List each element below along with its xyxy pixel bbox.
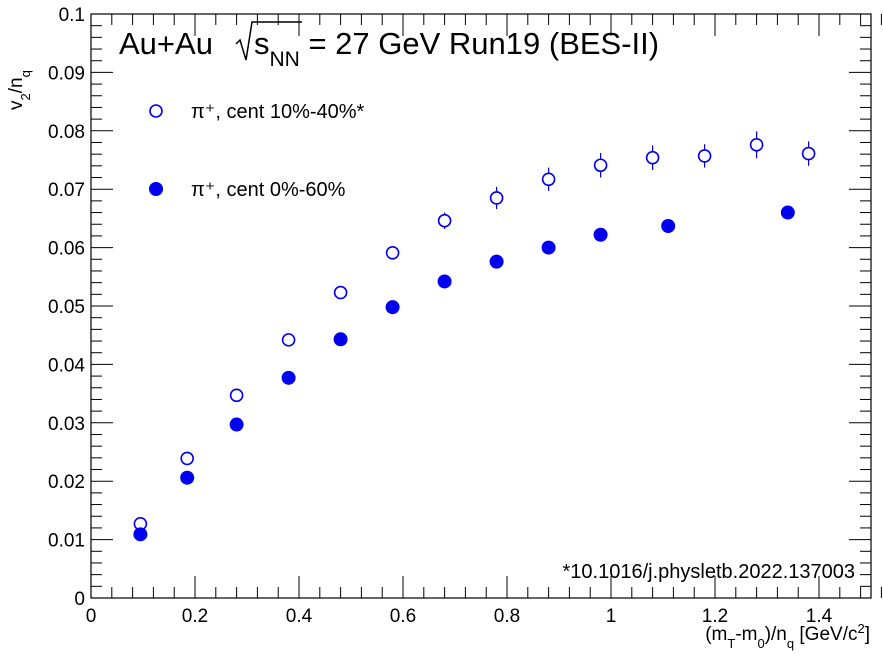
x-tick-label: 0.2	[182, 606, 208, 627]
energy-label: sNN = 27 GeV Run19 (BES-II)	[254, 26, 659, 71]
y-tick-label: 0.07	[48, 180, 85, 201]
data-point-open	[333, 285, 348, 300]
series-1	[133, 131, 816, 531]
y-tick-label: 0	[74, 589, 85, 610]
y-tick-label: 0.09	[48, 63, 85, 84]
legend-label-series-2: π⁺, cent 0%-60%	[191, 179, 346, 201]
x-tick-label: 0.4	[286, 606, 313, 627]
sqrt-radical	[235, 21, 302, 61]
y-tick-label: 0.05	[48, 297, 85, 318]
x-tick-labels: 0 0.2 0.4 0.6 0.8 1 1.2 1.4	[86, 606, 833, 627]
data-point-filled	[333, 332, 348, 347]
data-point-filled	[541, 240, 556, 255]
y-tick-label: 0.03	[48, 414, 85, 435]
system-label: Au+Au	[119, 26, 213, 61]
y-tick-label: 0.04	[48, 355, 85, 376]
y-tick-label: 0.06	[48, 239, 85, 260]
data-point-open	[281, 333, 296, 347]
data-point-filled	[385, 300, 400, 315]
data-point-filled	[180, 470, 195, 485]
x-tick-label: 1	[606, 606, 617, 627]
x-tick-label: 1.4	[806, 606, 833, 627]
data-point-open	[489, 191, 504, 205]
data-point-open	[229, 388, 244, 403]
data-point-filled	[661, 218, 676, 233]
data-point-open	[801, 146, 816, 161]
x-tick-label: 0.6	[390, 606, 416, 627]
reference-doi: *10.1016/j.physletb.2022.137003	[563, 561, 855, 583]
y-tick-label: 0.02	[48, 472, 85, 493]
data-point-open	[697, 149, 712, 163]
legend-marker-open	[149, 104, 163, 118]
x-tick-label: 0.8	[494, 606, 520, 627]
x-tick-label: 1.2	[702, 606, 728, 627]
data-point-open	[180, 451, 194, 466]
x-axis-title: (mT-m0)/nq [GeV/c2]	[705, 621, 870, 651]
y-tick-labels: 0 0.01 0.02 0.03 0.04 0.05 0.06 0.07 0.08 0.09 0.1	[48, 5, 85, 610]
data-point-open	[541, 172, 556, 187]
y-tick-label: 0.01	[48, 531, 85, 552]
data-point-open	[593, 158, 608, 173]
legend: π⁺, cent 10%-40%* π⁺, cent 0%-60%	[149, 101, 365, 201]
legend-label-series-1: π⁺, cent 10%-40%*	[191, 101, 365, 123]
data-point-open	[645, 150, 660, 165]
y-tick-label: 0.1	[59, 5, 85, 26]
data-point-filled	[489, 254, 504, 269]
x-tick-label: 0	[86, 606, 97, 627]
axis-ticks	[90, 13, 882, 599]
data-point-filled	[593, 227, 608, 242]
data-points	[133, 131, 816, 542]
data-point-filled	[437, 274, 452, 289]
y-tick-label: 0.08	[48, 122, 85, 143]
data-point-filled	[133, 527, 148, 542]
y-axis-title: v2/nq	[6, 70, 33, 110]
series-2	[133, 205, 795, 542]
data-point-filled	[281, 370, 296, 385]
data-point-filled	[229, 417, 244, 432]
data-point-open	[749, 138, 764, 152]
legend-marker-filled	[149, 182, 163, 196]
data-point-filled	[780, 205, 795, 220]
data-point-open	[437, 213, 452, 228]
data-point-open	[385, 246, 400, 260]
